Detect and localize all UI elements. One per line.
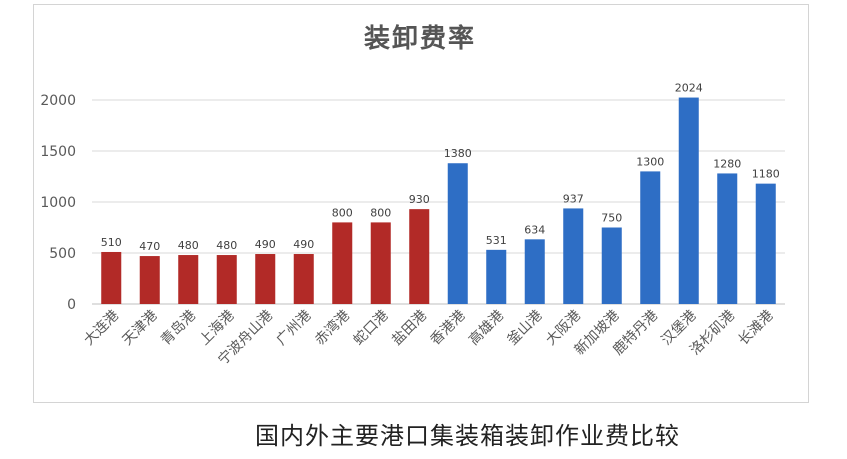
data-label: 1180: [752, 168, 780, 181]
bar-2: [139, 256, 160, 304]
x-tick-label: 大连港: [81, 308, 122, 349]
bar-9: [409, 209, 430, 304]
data-label: 490: [255, 238, 276, 251]
data-label: 2024: [675, 82, 703, 95]
data-label: 937: [563, 192, 584, 205]
bar-17: [717, 173, 738, 304]
data-label: 800: [370, 206, 391, 219]
bar-1: [101, 251, 122, 304]
bar-16: [678, 97, 699, 304]
bar-5: [255, 254, 276, 304]
gridlines: [92, 99, 785, 305]
x-tick-label: 高雄港: [465, 307, 507, 349]
bar-14: [601, 227, 622, 304]
x-tick-label: 青岛港: [158, 308, 199, 349]
data-label: 634: [524, 223, 545, 236]
bar-12: [524, 239, 545, 304]
figure-caption: 国内外主要港口集装箱装卸作业费比较: [255, 422, 680, 450]
data-label: 1280: [713, 157, 741, 170]
data-label: 1380: [444, 147, 472, 160]
x-tick-label: 长滩港: [736, 308, 777, 349]
bar-11: [486, 249, 507, 304]
bar-18: [755, 183, 776, 304]
bar-8: [370, 222, 391, 304]
data-label: 1300: [636, 155, 664, 168]
y-tick-label: 2000: [40, 93, 76, 109]
data-label: 480: [178, 239, 199, 252]
bar-6: [293, 254, 314, 304]
bar-13: [563, 208, 584, 304]
bar-4: [216, 255, 237, 304]
data-label: 480: [216, 239, 237, 252]
y-tick-label: 0: [67, 297, 76, 313]
data-label: 490: [293, 238, 314, 251]
data-label: 531: [486, 234, 507, 247]
x-tick-label: 蛇口港: [351, 308, 392, 349]
data-label: 470: [139, 240, 160, 253]
bar-3: [178, 255, 199, 304]
data-label: 510: [101, 236, 122, 249]
x-axis-labels: 大连港天津港青岛港上海港宁波舟山港广州港赤湾港蛇口港盐田港香港港高雄港釜山港大阪…: [81, 307, 777, 369]
y-tick-label: 500: [49, 246, 76, 262]
bar-15: [640, 171, 661, 304]
bars: [101, 97, 776, 304]
x-tick-label: 盐田港: [389, 308, 430, 349]
bar-7: [332, 222, 353, 304]
x-tick-label: 天津港: [120, 308, 161, 349]
data-label: 750: [601, 212, 622, 225]
x-tick-label: 釜山港: [505, 308, 546, 349]
data-labels: 510 470 480 480 490 490 800 800 930 1380 531 634 937…: [101, 82, 780, 254]
x-tick-label: 香港港: [428, 308, 469, 349]
y-tick-label: 1000: [40, 195, 76, 211]
data-label: 800: [332, 206, 353, 219]
x-tick-label: 赤湾港: [311, 307, 353, 349]
x-tick-label: 广州港: [274, 308, 315, 349]
y-tick-label: 1500: [40, 144, 76, 160]
bar-10: [447, 163, 468, 304]
data-label: 930: [409, 193, 430, 206]
y-axis-ticks: 0 500 1000 1500 2000: [40, 93, 76, 313]
chart-title: 装卸费率: [363, 24, 476, 54]
